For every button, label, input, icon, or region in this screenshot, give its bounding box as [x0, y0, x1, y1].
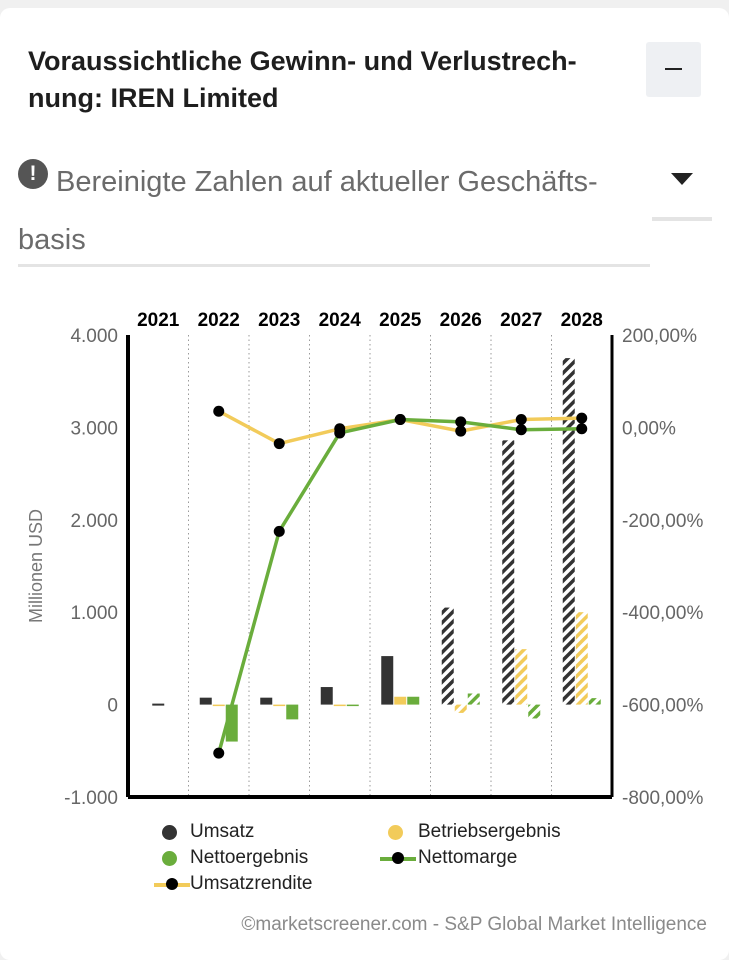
bar-betriebsergebnis-2027 — [515, 649, 528, 705]
bar-umsatz-2024 — [320, 687, 333, 705]
bar-betriebsergebnis-2023 — [273, 704, 286, 707]
adjusted-figures-notice: Bereinigte Zahlen auf aktueller Geschäft… — [18, 149, 650, 267]
exclamation-icon: ! — [18, 159, 48, 189]
legend-marker-nettomarge — [380, 852, 416, 864]
legend-umsatz[interactable]: Umsatz — [190, 821, 255, 842]
notice-dropdown-toggle[interactable] — [652, 149, 712, 221]
bar-umsatz-2027 — [502, 440, 515, 705]
page-title: Voraussichtliche Gewinn- und Verlustrech… — [28, 46, 577, 113]
legend-umsatzrendite[interactable]: Umsatzrendite — [190, 873, 313, 894]
bar-betriebsergebnis-2022 — [212, 704, 225, 707]
bar-nettoergebnis-2023 — [286, 704, 299, 720]
legend-nettomarge[interactable]: Nettomarge — [418, 847, 518, 868]
bar-nettoergebnis-2026 — [467, 693, 480, 705]
point-nettomarge-2028 — [576, 423, 588, 435]
y-tick-label: 3.000 — [70, 418, 118, 439]
point-umsatzrendite-2027 — [515, 414, 527, 426]
y-tick-label: 4.000 — [70, 326, 118, 347]
point-umsatzrendite-2024 — [334, 423, 346, 435]
point-nettomarge-2026 — [455, 416, 467, 428]
legend-marker-umsatzrendite — [154, 878, 190, 890]
year-label-2028: 2028 — [561, 310, 603, 331]
point-umsatzrendite-2028 — [576, 412, 588, 424]
y-tick-label: 1.000 — [70, 603, 118, 624]
legend-marker-betriebsergebnis — [388, 825, 403, 840]
bar-nettoergebnis-2024 — [346, 704, 359, 707]
bar-nettoergebnis-2025 — [407, 696, 420, 705]
year-label-2025: 2025 — [379, 310, 422, 331]
year-label-2023: 2023 — [258, 310, 300, 331]
year-label-2027: 2027 — [500, 310, 542, 331]
bar-umsatz-2023 — [260, 697, 273, 705]
bar-betriebsergebnis-2024 — [333, 704, 346, 707]
y-tick-label: 0 — [107, 696, 118, 717]
y2-tick-label: -600,00% — [622, 696, 703, 717]
y2-tick-label: 200,00% — [622, 326, 697, 347]
y2-tick-label: 0,00% — [622, 418, 676, 439]
y-tick-label: -1.000 — [64, 788, 118, 809]
legend-betriebsergebnis[interactable]: Betriebsergebnis — [418, 821, 561, 842]
y2-tick-label: -800,00% — [622, 788, 703, 809]
year-label-2022: 2022 — [198, 310, 240, 331]
y2-tick-label: -200,00% — [622, 511, 703, 532]
bar-umsatz-2022 — [199, 697, 212, 705]
point-umsatzrendite-2026 — [455, 425, 467, 437]
bar-betriebsergebnis-2025 — [394, 696, 407, 705]
year-label-2024: 2024 — [319, 310, 362, 331]
year-label-2021: 2021 — [137, 310, 180, 331]
bar-umsatz-2026 — [441, 607, 454, 705]
bar-umsatz-2025 — [381, 656, 394, 705]
legend-marker-nettoergebnis — [162, 851, 177, 866]
card: Voraussichtliche Gewinn- und Verlustrech… — [0, 8, 729, 960]
bar-betriebsergebnis-2028 — [575, 612, 588, 705]
notice-text: Bereinigte Zahlen auf aktueller Geschäft… — [18, 166, 598, 256]
income-statement-chart: 2021 2022 2023 2024 2025 2026 2027 2028 4.000 3.0… — [26, 310, 703, 809]
point-nettomarge-2027 — [515, 424, 527, 436]
source-credit: ©marketscreener.com - S&P Global Market … — [241, 914, 707, 935]
point-umsatzrendite-2023 — [273, 438, 285, 450]
legend-marker-umsatz — [162, 825, 177, 840]
y-tick-label: 2.000 — [70, 511, 118, 532]
year-label-2026: 2026 — [440, 310, 482, 331]
y-axis-title: Millionen USD — [26, 509, 46, 623]
bar-nettoergebnis-2027 — [528, 704, 541, 719]
point-umsatzrendite-2025 — [394, 414, 406, 426]
caret-down-icon — [671, 173, 693, 185]
legend-nettoergebnis[interactable]: Nettoergebnis — [190, 847, 309, 868]
bar-betriebsergebnis-2026 — [454, 704, 467, 713]
point-umsatzrendite-2022 — [213, 405, 225, 417]
minus-icon — [665, 68, 682, 70]
point-nettomarge-2023 — [273, 525, 285, 537]
collapse-button[interactable] — [646, 42, 701, 97]
y2-tick-label: -400,00% — [622, 603, 703, 624]
bar-nettoergebnis-2028 — [588, 698, 601, 705]
bar-umsatz-2028 — [562, 358, 575, 705]
point-nettomarge-2022 — [213, 747, 225, 759]
